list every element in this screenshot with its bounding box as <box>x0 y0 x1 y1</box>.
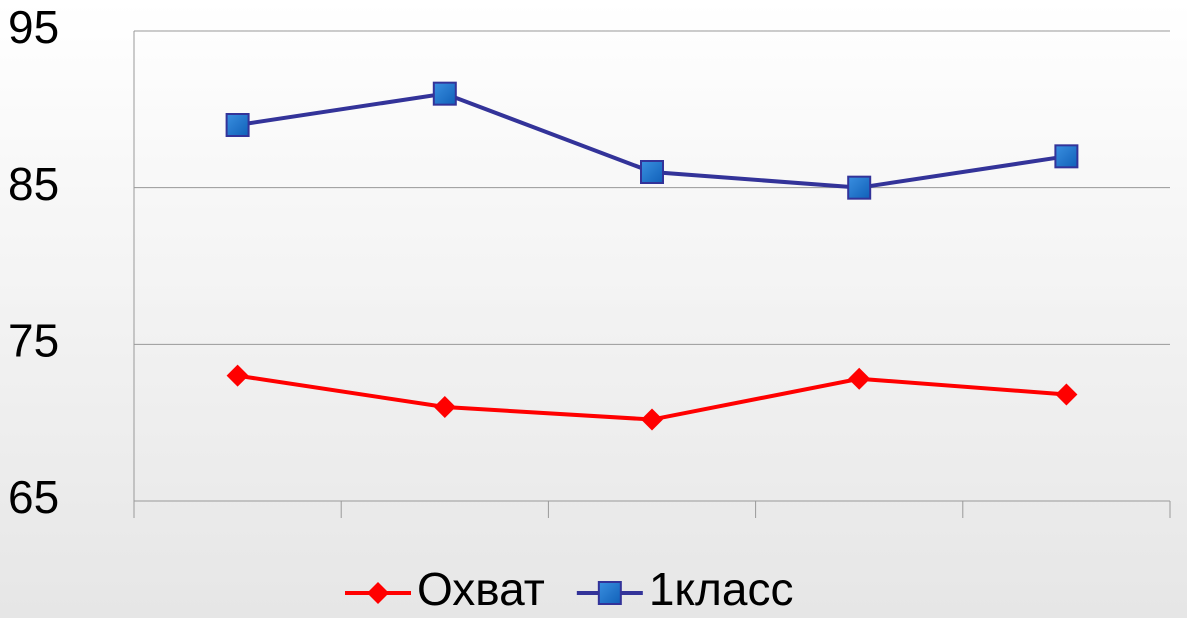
legend-label: 1класс <box>649 563 794 615</box>
point <box>640 160 664 184</box>
point <box>432 81 457 106</box>
point <box>433 396 456 418</box>
y-tick-label: 95 <box>8 1 59 53</box>
y-tick-label: 65 <box>8 471 59 523</box>
point <box>848 367 871 390</box>
y-tick-label: 85 <box>8 158 59 210</box>
point <box>641 408 663 431</box>
point <box>225 113 250 137</box>
legend-label: Охват <box>417 563 545 615</box>
point <box>226 364 249 387</box>
point <box>847 175 872 200</box>
point <box>1055 383 1078 406</box>
point <box>1054 144 1079 169</box>
legend-marker <box>367 582 389 604</box>
legend-marker <box>597 581 622 605</box>
y-tick-label: 75 <box>8 314 59 366</box>
